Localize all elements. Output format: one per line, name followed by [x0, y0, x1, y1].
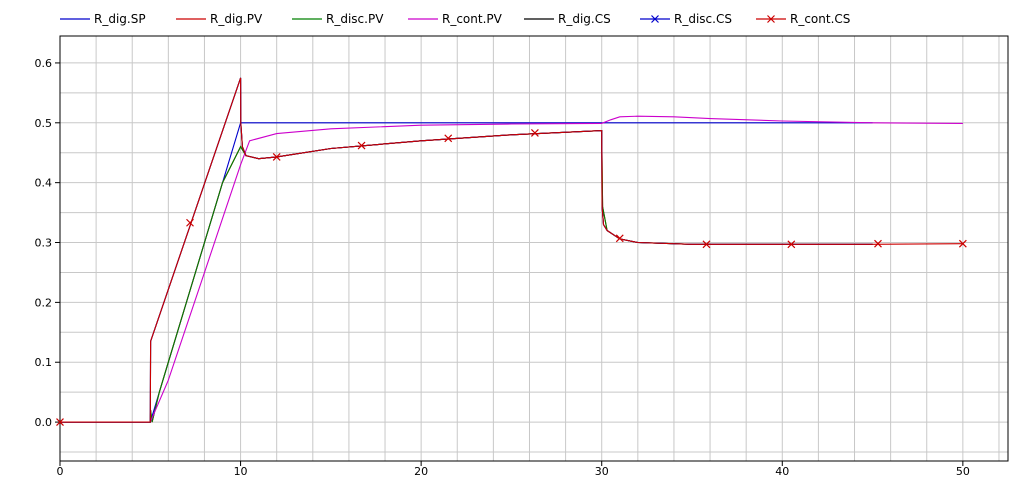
data-point-marker	[56, 418, 64, 427]
x-tick-label: 10	[234, 465, 248, 478]
data-point-marker	[767, 15, 775, 23]
series-line-r-cont-cs	[60, 77, 963, 423]
y-tick-label: 0.1	[35, 356, 53, 369]
data-point-marker	[357, 141, 366, 150]
data-point-marker	[874, 239, 882, 248]
data-point-marker	[615, 234, 624, 243]
y-tick-label: 0.6	[35, 57, 53, 70]
data-point-marker	[444, 134, 453, 143]
x-tick-label: 40	[775, 465, 789, 478]
y-tick-label: 0.4	[35, 177, 53, 190]
x-tick-label: 30	[595, 465, 609, 478]
data-point-marker	[530, 129, 539, 137]
x-tick-label: 0	[57, 465, 64, 478]
legend-label: R_disc.CS	[674, 12, 732, 26]
y-tick-label: 0.5	[35, 117, 53, 130]
y-tick-label: 0.3	[35, 237, 53, 250]
plot-area	[59, 35, 1009, 462]
legend-label: R_dig.CS	[558, 12, 611, 26]
data-point-marker	[186, 218, 194, 227]
legend-label: R_cont.PV	[442, 12, 503, 26]
legend-label: R_dig.SP	[94, 12, 146, 26]
series-line-r-disc-pv	[60, 130, 873, 423]
y-tick-label: 0.0	[35, 416, 53, 429]
x-tick-label: 20	[414, 465, 428, 478]
series-layer	[56, 77, 967, 427]
series-line-r-dig-pv	[60, 130, 873, 423]
series-line-r-cont-pv	[60, 115, 963, 423]
axis-ticks: 0 10 20 30 40 50 0.0 0.1 0.2 0.3 0.4 0.5 0.6	[35, 57, 970, 478]
data-point-marker	[272, 152, 281, 161]
data-point-marker	[651, 15, 659, 23]
data-point-marker	[702, 240, 711, 249]
legend: R_dig.SP R_dig.PV R_disc.PV R_cont.PV R_dig.…	[60, 12, 850, 26]
x-tick-label: 50	[956, 465, 970, 478]
data-point-marker	[958, 239, 967, 248]
y-tick-label: 0.2	[35, 296, 53, 309]
legend-label: R_disc.PV	[326, 12, 384, 26]
legend-label: R_dig.PV	[210, 12, 263, 26]
legend-label: R_cont.CS	[790, 12, 850, 26]
data-point-marker	[787, 240, 796, 249]
